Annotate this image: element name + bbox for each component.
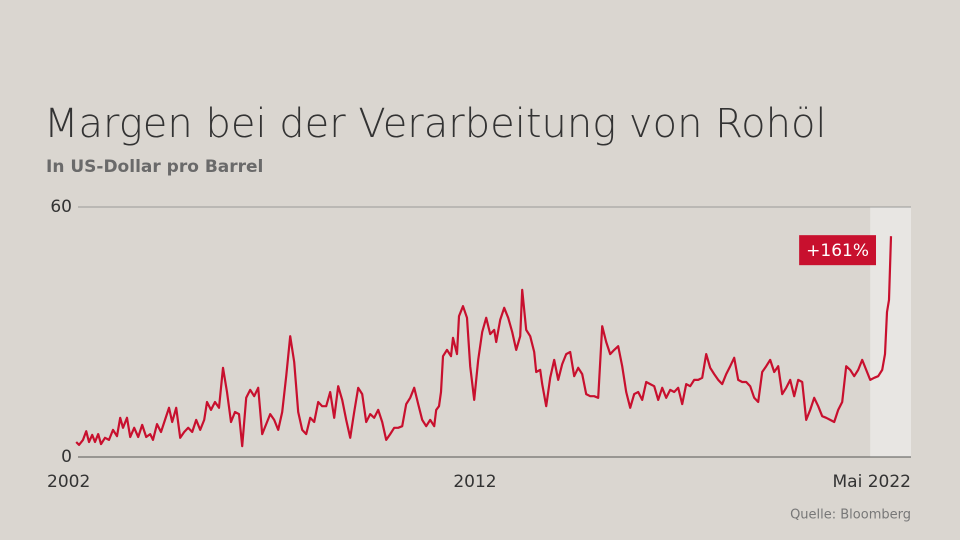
chart-title: Margen bei der Verarbeitung von Rohöl (44, 101, 827, 147)
y-tick-label: 0 (61, 447, 72, 467)
y-tick-label: 60 (50, 197, 72, 217)
x-tick-label: 2012 (453, 472, 496, 492)
annotation: +161% (806, 241, 869, 261)
chart-subtitle: In US-Dollar pro Barrel (46, 157, 263, 177)
x-tick-label: Mai 2022 (833, 472, 911, 492)
source: Quelle: Bloomberg (790, 508, 911, 523)
annotation-box (799, 235, 876, 266)
data-line (75, 236, 893, 448)
x-tick-label: 2002 (47, 472, 90, 492)
